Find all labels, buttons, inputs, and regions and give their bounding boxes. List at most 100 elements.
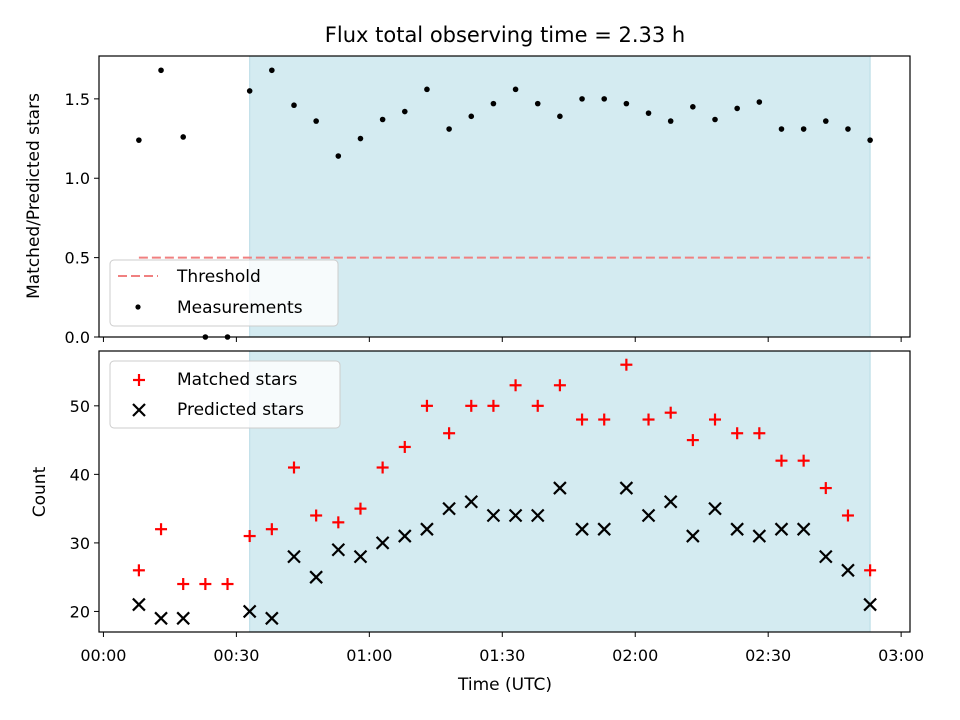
matched-point bbox=[177, 578, 190, 591]
chart-title: Flux total observing time = 2.33 h bbox=[325, 23, 685, 47]
predicted-point bbox=[863, 597, 877, 612]
matched-point bbox=[841, 509, 854, 522]
predicted-point bbox=[331, 542, 346, 557]
predicted-point bbox=[530, 508, 545, 523]
matched-point bbox=[265, 523, 278, 536]
matched-point bbox=[376, 461, 389, 474]
count-points bbox=[132, 358, 877, 626]
top-y-axis-label: Matched/Predicted stars bbox=[24, 93, 44, 299]
bottom-y-tick-label: 50 bbox=[70, 397, 90, 416]
x-tick-label: 03:00 bbox=[878, 646, 924, 665]
matched-point bbox=[443, 427, 456, 440]
matched-point bbox=[509, 379, 522, 392]
matched-point bbox=[598, 413, 611, 426]
bottom-y-tick-label: 40 bbox=[70, 465, 90, 484]
predicted-point bbox=[752, 529, 767, 543]
predicted-point bbox=[553, 481, 567, 495]
measurement-point bbox=[468, 113, 475, 120]
measurement-point bbox=[557, 113, 563, 120]
top-observing-span bbox=[249, 55, 871, 338]
predicted-point bbox=[375, 536, 390, 550]
predicted-point bbox=[420, 522, 434, 536]
top-legend-box bbox=[109, 259, 339, 327]
top-x-axis-ticks bbox=[102, 337, 902, 342]
measurement-point bbox=[623, 100, 630, 107]
matched-point bbox=[709, 413, 722, 426]
x-tick-label: 01:30 bbox=[479, 646, 525, 665]
x-tick-label: 00:30 bbox=[213, 646, 259, 665]
matched-point bbox=[620, 358, 633, 371]
predicted-point bbox=[774, 522, 789, 536]
matched-point bbox=[221, 578, 234, 591]
predicted-point bbox=[132, 597, 146, 612]
measurement-point bbox=[158, 67, 164, 74]
predicted-point bbox=[597, 522, 611, 536]
measurement-point bbox=[180, 134, 187, 140]
predicted-point bbox=[796, 522, 811, 536]
x-tick-label: 01:00 bbox=[346, 646, 392, 665]
bottom-y-axis-label: Count bbox=[30, 466, 50, 517]
top-plot-frame bbox=[98, 55, 911, 338]
matched-point bbox=[553, 379, 566, 392]
measurement-point bbox=[800, 126, 807, 132]
measurement-point bbox=[379, 116, 386, 123]
measurement-point bbox=[291, 102, 297, 109]
predicted-point bbox=[442, 501, 456, 516]
top-y-tick-label: 1.5 bbox=[65, 90, 90, 109]
measurement-point bbox=[335, 153, 342, 159]
predicted-point bbox=[287, 549, 301, 564]
matched-point bbox=[132, 564, 145, 577]
top-panel: 0.0 0.5 1.0 1.5 Matched/Predicted stars Thr… bbox=[24, 55, 911, 347]
measurement-point bbox=[845, 126, 851, 132]
predicted-point bbox=[619, 481, 634, 495]
matched-point bbox=[155, 523, 168, 536]
legend-predicted-swatch bbox=[132, 403, 146, 417]
predicted-point bbox=[398, 529, 412, 543]
matched-point bbox=[287, 461, 300, 474]
predicted-point bbox=[242, 604, 257, 619]
predicted-point bbox=[708, 501, 722, 516]
predicted-point bbox=[486, 508, 501, 523]
legend-measurements-swatch bbox=[135, 304, 141, 310]
measurement-point bbox=[822, 118, 829, 124]
matched-point bbox=[243, 530, 256, 543]
x-axis-label: Time (UTC) bbox=[457, 675, 552, 695]
top-y-tick-label: 1.0 bbox=[65, 169, 90, 188]
x-tick-label: 02:00 bbox=[612, 646, 658, 665]
predicted-point bbox=[353, 549, 368, 564]
legend-threshold-label: Threshold bbox=[176, 267, 261, 287]
measurement-point bbox=[246, 88, 253, 94]
predicted-point bbox=[841, 563, 855, 578]
bottom-observing-span bbox=[249, 350, 871, 633]
matched-point bbox=[664, 406, 677, 419]
measurement-point bbox=[579, 96, 585, 102]
matched-point bbox=[420, 399, 433, 412]
legend-predicted-label: Predicted stars bbox=[177, 400, 304, 420]
measurement-point bbox=[867, 137, 873, 143]
measurement-point bbox=[756, 99, 763, 105]
matched-point bbox=[199, 578, 212, 591]
matched-point bbox=[354, 502, 367, 515]
predicted-point bbox=[309, 570, 323, 584]
matched-point bbox=[465, 399, 478, 412]
bottom-y-axis-ticks: 20 30 40 50 bbox=[70, 397, 99, 621]
bottom-y-tick-label: 20 bbox=[70, 602, 90, 621]
matched-point bbox=[642, 413, 655, 426]
matched-point bbox=[310, 509, 323, 522]
legend-measurements-label: Measurements bbox=[177, 298, 303, 318]
predicted-point bbox=[686, 529, 700, 543]
matched-point bbox=[753, 427, 766, 440]
predicted-point bbox=[464, 495, 479, 509]
measurement-point bbox=[269, 67, 275, 74]
legend-matched-swatch bbox=[133, 374, 145, 386]
matched-point bbox=[576, 413, 589, 426]
matched-point bbox=[775, 454, 788, 467]
measurement-point bbox=[778, 126, 785, 132]
matched-point bbox=[686, 434, 699, 447]
measurement-point bbox=[357, 135, 364, 142]
matched-point bbox=[797, 454, 810, 467]
measurement-point bbox=[512, 86, 519, 93]
matched-point bbox=[332, 516, 345, 529]
measurement-point bbox=[734, 105, 740, 112]
